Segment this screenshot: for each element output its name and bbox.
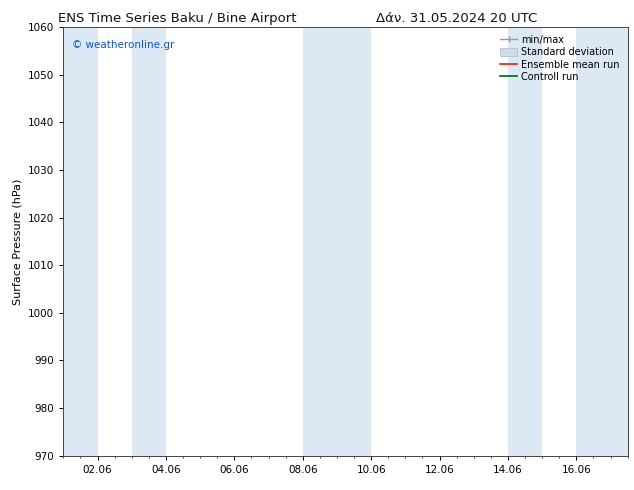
Legend: min/max, Standard deviation, Ensemble mean run, Controll run: min/max, Standard deviation, Ensemble me… xyxy=(497,32,623,85)
Text: Δάν. 31.05.2024 20 UTC: Δάν. 31.05.2024 20 UTC xyxy=(376,12,537,25)
Text: © weatheronline.gr: © weatheronline.gr xyxy=(72,40,174,50)
Y-axis label: Surface Pressure (hPa): Surface Pressure (hPa) xyxy=(13,178,23,304)
Bar xyxy=(63,27,98,456)
Text: ENS Time Series Baku / Bine Airport: ENS Time Series Baku / Bine Airport xyxy=(58,12,297,25)
Bar xyxy=(303,27,371,456)
Bar xyxy=(576,27,628,456)
Bar xyxy=(508,27,542,456)
Bar xyxy=(132,27,166,456)
